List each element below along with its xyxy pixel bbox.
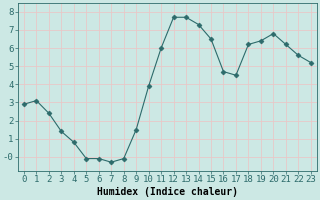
X-axis label: Humidex (Indice chaleur): Humidex (Indice chaleur)	[97, 187, 238, 197]
